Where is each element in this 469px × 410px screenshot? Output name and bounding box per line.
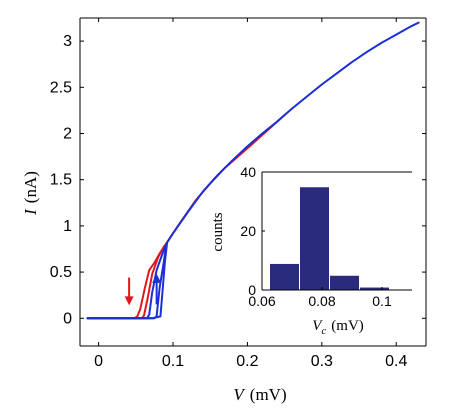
inset-chart: 0.06 0.08 0.1 0 20 40 Vc (mV) counts bbox=[210, 164, 412, 337]
main-chart: 0 0.1 0.2 0.3 0.4 0 0.5 1 1.5 2 2.5 3 V (mV) I(nA) bbox=[21, 17, 427, 404]
y-tick-label: 2 bbox=[63, 125, 72, 142]
histogram-bar bbox=[299, 186, 330, 291]
y-axis-title: I(nA) bbox=[21, 171, 40, 216]
x-tick-label: 0.1 bbox=[162, 353, 184, 370]
histogram-bar bbox=[269, 262, 300, 291]
inset-y-tick-label: 20 bbox=[240, 223, 256, 239]
y-tick-label: 0.5 bbox=[50, 264, 72, 281]
y-tick-label: 1.5 bbox=[50, 172, 72, 189]
x-tick-label: 0.2 bbox=[236, 353, 258, 370]
y-tick-label: 1 bbox=[63, 218, 72, 235]
inset-x-tick-label: 0.1 bbox=[372, 293, 392, 309]
inset-y-tick-label: 0 bbox=[248, 282, 256, 298]
y-tick-label: 0 bbox=[63, 310, 72, 327]
inset-x-tick-label: 0.08 bbox=[308, 293, 335, 309]
iv-curve bbox=[166, 21, 420, 244]
x-axis-title: V (mV) bbox=[233, 385, 286, 404]
y-tick-label: 3 bbox=[63, 33, 72, 50]
inset-ticks: 0.06 0.08 0.1 0 20 40 bbox=[240, 164, 392, 309]
sweep-arrow bbox=[124, 277, 134, 306]
x-tick-label: 0.3 bbox=[311, 353, 333, 370]
main-plot-frame bbox=[79, 17, 427, 347]
x-tick-label: 0 bbox=[94, 353, 103, 370]
main-arrows bbox=[124, 273, 162, 306]
sweep-arrow bbox=[152, 273, 162, 305]
main-ticks: 0 0.1 0.2 0.3 0.4 0 0.5 1 1.5 2 2.5 3 bbox=[50, 18, 426, 370]
inset-y-tick-label: 40 bbox=[240, 164, 256, 180]
histogram-bar bbox=[329, 274, 360, 291]
y-tick-label: 2.5 bbox=[50, 79, 72, 96]
inset-bars bbox=[269, 186, 390, 291]
iv-curve bbox=[86, 241, 169, 320]
inset-x-tick-label: 0.06 bbox=[248, 293, 275, 309]
inset-x-axis-title: Vc (mV) bbox=[312, 318, 364, 337]
main-series bbox=[86, 21, 420, 320]
x-tick-label: 0.4 bbox=[385, 353, 407, 370]
inset-y-axis-title: counts bbox=[210, 212, 226, 251]
